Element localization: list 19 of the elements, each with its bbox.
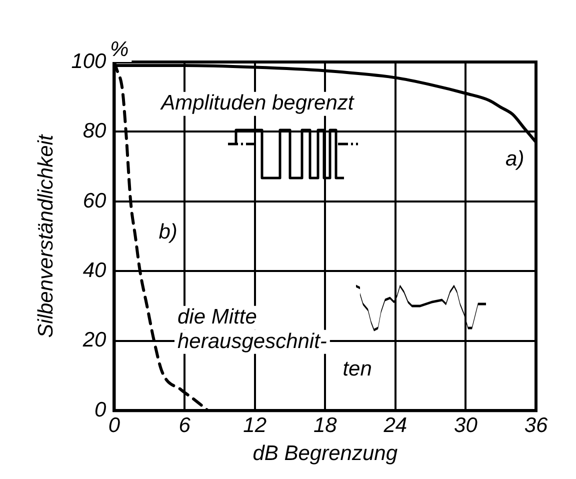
annotation: Amplituden begrenzt [159, 92, 355, 115]
series-label: b) [158, 220, 178, 244]
x-axis-title: dB Begrenzung [252, 442, 398, 466]
x-tick-label: 12 [243, 414, 267, 438]
y-tick-label: 20 [82, 328, 107, 352]
text: % [110, 38, 129, 61]
x-tick-label: 36 [524, 414, 548, 438]
y-tick-label: 100 [71, 50, 107, 73]
x-tick-label: 18 [313, 414, 338, 438]
y-tick-label: 60 [82, 189, 107, 212]
x-tick-label: 30 [454, 414, 478, 438]
y-tick-label: 80 [82, 120, 107, 143]
y-tick-label: 40 [82, 259, 107, 282]
y-axis-title: Silbenverständlichkeit [34, 134, 58, 338]
x-tick-label: 24 [382, 414, 408, 438]
x-tick-label: 6 [178, 414, 191, 438]
annotation: die Mitte herausgeschnit- ten [178, 306, 372, 380]
series-label: a) [506, 147, 524, 170]
y-tick-label: 0 [94, 398, 107, 422]
